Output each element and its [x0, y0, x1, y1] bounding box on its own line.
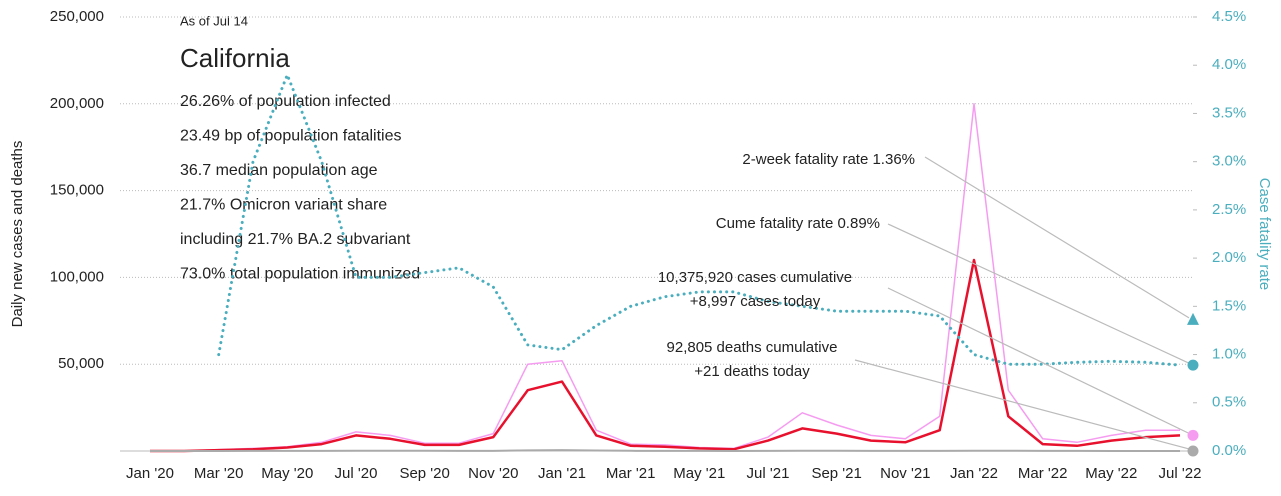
- y-tick-label: 150,000: [50, 182, 104, 199]
- x-tick-label: May '22: [1085, 465, 1137, 482]
- x-tick-label: Mar '21: [606, 465, 656, 482]
- annotation-marker: [1187, 359, 1199, 371]
- series-line: [150, 258, 1181, 453]
- x-tick-label: Nov '20: [468, 465, 518, 482]
- annotation-text: +8,997 cases today: [690, 293, 821, 310]
- x-tick-label: May '20: [261, 465, 313, 482]
- x-tick-label: Mar '22: [1018, 465, 1068, 482]
- y-tick-label: 100,000: [50, 268, 104, 285]
- annotation-text: 2-week fatality rate 1.36%: [742, 151, 915, 168]
- y2-tick-label: 2.5%: [1212, 201, 1246, 218]
- series-line: [217, 73, 1182, 367]
- x-tick-label: Sep '20: [399, 465, 449, 482]
- info-line: 36.7 median population age: [180, 162, 378, 179]
- x-tick-label: Jan '20: [126, 465, 174, 482]
- y-axis-label: Daily new cases and deaths: [9, 141, 26, 328]
- x-tick-label: Mar '20: [194, 465, 244, 482]
- y2-tick-label: 3.0%: [1212, 153, 1246, 170]
- series-line: [150, 449, 1180, 452]
- x-tick-label: Jul '20: [335, 465, 378, 482]
- y2-tick-label: 0.0%: [1212, 442, 1246, 459]
- y2-tick-label: 4.0%: [1212, 56, 1246, 73]
- annotation-text: Cume fatality rate 0.89%: [716, 215, 880, 232]
- chart-title: California: [180, 43, 290, 73]
- annotation-text: +21 deaths today: [694, 363, 810, 380]
- leader-line: [854, 359, 1190, 450]
- note-date: As of Jul 14: [180, 13, 248, 28]
- y-tick-label: 50,000: [58, 355, 104, 372]
- leader-line: [887, 223, 1190, 364]
- y2-tick-label: 1.5%: [1212, 297, 1246, 314]
- x-tick-label: Jan '21: [538, 465, 586, 482]
- y-tick-label: 250,000: [50, 8, 104, 25]
- y2-tick-label: 1.0%: [1212, 346, 1246, 363]
- x-tick-label: Jan '22: [950, 465, 998, 482]
- info-line: 23.49 bp of population fatalities: [180, 128, 402, 145]
- leader-line: [924, 156, 1190, 319]
- annotation-text: 10,375,920 cases cumulative: [658, 269, 852, 286]
- annotation-marker: [1187, 429, 1199, 441]
- y2-tick-label: 4.5%: [1212, 8, 1246, 25]
- x-tick-label: Jul '22: [1159, 465, 1202, 482]
- series-line: [150, 103, 1180, 452]
- leader-line: [887, 287, 1190, 434]
- y2-axis-label: Case fatality rate: [1256, 178, 1273, 291]
- annotation-marker: [1187, 312, 1199, 325]
- annotation-marker: [1187, 445, 1199, 457]
- x-tick-label: Nov '21: [880, 465, 930, 482]
- x-tick-label: May '21: [673, 465, 725, 482]
- info-line: 73.0% total population immunized: [180, 266, 420, 283]
- y2-tick-label: 2.0%: [1212, 249, 1246, 266]
- annotation-text: 92,805 deaths cumulative: [667, 339, 838, 356]
- info-line: 21.7% Omicron variant share: [180, 197, 387, 214]
- x-tick-label: Jul '21: [747, 465, 790, 482]
- y2-tick-label: 3.5%: [1212, 104, 1246, 121]
- info-line: including 21.7% BA.2 subvariant: [180, 231, 411, 248]
- y2-tick-label: 0.5%: [1212, 394, 1246, 411]
- x-tick-label: Sep '21: [811, 465, 861, 482]
- y-tick-label: 200,000: [50, 95, 104, 112]
- info-line: 26.26% of population infected: [180, 93, 391, 110]
